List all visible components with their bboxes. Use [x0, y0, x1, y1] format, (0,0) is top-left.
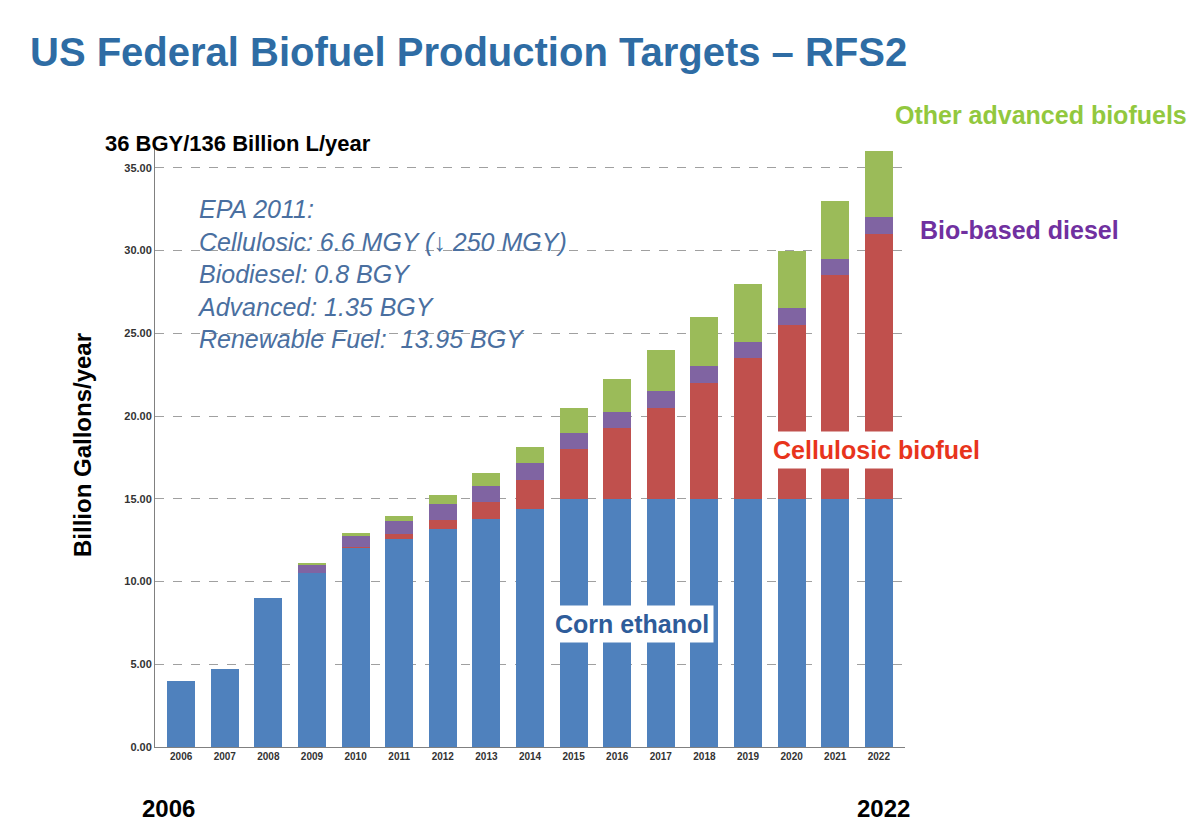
svg-text:2022: 2022 [868, 751, 891, 762]
svg-text:Cellulosic biofuel: Cellulosic biofuel [773, 436, 980, 464]
svg-text:2009: 2009 [301, 751, 324, 762]
svg-text:2012: 2012 [432, 751, 455, 762]
svg-text:EPA 2011:Cellulosic: 6.6 MGY (: EPA 2011:Cellulosic: 6.6 MGY (↓ 250 MGY)… [197, 195, 567, 353]
svg-text:10.00: 10.00 [124, 575, 152, 587]
svg-text:36 BGY/136 Billion L/year: 36 BGY/136 Billion L/year [105, 131, 371, 156]
svg-text:2018: 2018 [693, 751, 716, 762]
svg-text:2010: 2010 [344, 751, 367, 762]
svg-text:Corn ethanol: Corn ethanol [555, 610, 709, 638]
svg-text:2015: 2015 [562, 751, 585, 762]
svg-text:2016: 2016 [606, 751, 629, 762]
svg-text:2017: 2017 [650, 751, 673, 762]
svg-text:15.00: 15.00 [124, 493, 152, 505]
svg-text:Billion Gallons/year: Billion Gallons/year [69, 333, 96, 557]
svg-text:US Federal Biofuel Production: US Federal Biofuel Production Targets – … [30, 30, 907, 74]
svg-text:2022: 2022 [857, 795, 910, 822]
svg-text:2006: 2006 [142, 795, 195, 822]
svg-text:2006: 2006 [170, 751, 193, 762]
svg-text:2021: 2021 [824, 751, 847, 762]
svg-text:2019: 2019 [737, 751, 760, 762]
svg-text:5.00: 5.00 [130, 658, 151, 670]
svg-text:2011: 2011 [388, 751, 410, 762]
svg-text:2007: 2007 [214, 751, 237, 762]
svg-text:2008: 2008 [257, 751, 280, 762]
svg-text:30.00: 30.00 [124, 244, 152, 256]
svg-text:0.00: 0.00 [130, 741, 151, 753]
svg-text:25.00: 25.00 [124, 327, 152, 339]
svg-text:20.00: 20.00 [124, 410, 152, 422]
svg-text:Other advanced biofuels: Other advanced biofuels [895, 101, 1187, 129]
svg-text:Bio-based diesel: Bio-based diesel [920, 216, 1119, 244]
svg-text:2020: 2020 [781, 751, 804, 762]
svg-text:2013: 2013 [475, 751, 498, 762]
svg-text:35.00: 35.00 [124, 162, 152, 174]
svg-text:2014: 2014 [519, 751, 542, 762]
